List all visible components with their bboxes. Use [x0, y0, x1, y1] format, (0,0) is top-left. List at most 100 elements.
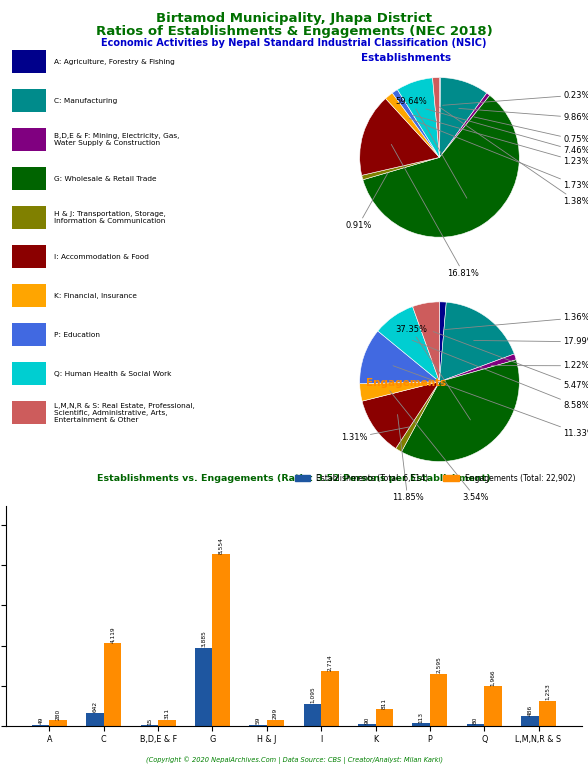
Text: 311: 311 — [164, 708, 169, 719]
Text: 1.38%: 1.38% — [439, 107, 588, 206]
Wedge shape — [439, 78, 440, 157]
Text: 1.23%: 1.23% — [413, 115, 588, 166]
Text: 1.73%: 1.73% — [409, 118, 588, 190]
Text: 0.91%: 0.91% — [345, 173, 388, 230]
Text: 7.46%: 7.46% — [426, 109, 588, 155]
Bar — [539, 700, 556, 726]
Text: Engagements: Engagements — [366, 378, 446, 388]
Wedge shape — [386, 93, 439, 157]
Wedge shape — [363, 95, 519, 237]
Bar — [484, 687, 502, 726]
Text: 90: 90 — [365, 716, 369, 723]
Bar — [521, 716, 539, 726]
Bar — [412, 723, 430, 726]
FancyBboxPatch shape — [12, 245, 46, 269]
FancyBboxPatch shape — [12, 362, 46, 386]
FancyBboxPatch shape — [12, 323, 46, 346]
Text: 9.86%: 9.86% — [459, 108, 588, 122]
Text: 80: 80 — [473, 717, 478, 723]
Title: Establishments vs. Engagements (Ratio: 3.52 Persons per Establishment): Establishments vs. Engagements (Ratio: 3… — [97, 474, 491, 483]
Bar — [32, 725, 49, 726]
Wedge shape — [360, 331, 439, 383]
Text: 37.35%: 37.35% — [396, 326, 470, 420]
Text: 1,095: 1,095 — [310, 687, 315, 703]
Text: 811: 811 — [382, 698, 387, 709]
Text: C: Manufacturing: C: Manufacturing — [54, 98, 118, 104]
FancyBboxPatch shape — [12, 167, 46, 190]
Bar — [49, 720, 67, 726]
Wedge shape — [439, 78, 487, 157]
Text: H & J: Transportation, Storage,
Information & Communication: H & J: Transportation, Storage, Informat… — [54, 211, 166, 224]
Legend: Establishments (Total: 6,514), Engagements (Total: 22,902): Establishments (Total: 6,514), Engagemen… — [292, 471, 579, 485]
FancyBboxPatch shape — [12, 401, 46, 425]
Text: 2,595: 2,595 — [436, 657, 441, 674]
Text: 2,714: 2,714 — [328, 654, 332, 671]
Text: 113: 113 — [419, 712, 424, 723]
Text: 1.36%: 1.36% — [445, 313, 588, 329]
Bar — [267, 720, 284, 726]
Bar — [158, 720, 176, 726]
Text: G: Wholesale & Retail Trade: G: Wholesale & Retail Trade — [54, 176, 157, 182]
Text: Economic Activities by Nepal Standard Industrial Classification (NSIC): Economic Activities by Nepal Standard In… — [101, 38, 487, 48]
Text: A: Agriculture, Forestry & Fishing: A: Agriculture, Forestry & Fishing — [54, 59, 175, 65]
Text: 280: 280 — [56, 709, 61, 720]
Text: 15: 15 — [147, 717, 152, 725]
Wedge shape — [413, 302, 439, 382]
FancyBboxPatch shape — [12, 206, 46, 230]
Bar — [104, 643, 121, 726]
Wedge shape — [439, 93, 490, 157]
FancyBboxPatch shape — [12, 128, 46, 151]
Wedge shape — [439, 302, 446, 382]
Text: 5.47%: 5.47% — [433, 332, 588, 390]
FancyBboxPatch shape — [12, 50, 46, 74]
Text: 11.85%: 11.85% — [392, 415, 423, 502]
Bar — [304, 703, 321, 726]
Text: 486: 486 — [527, 704, 532, 716]
Bar — [467, 724, 484, 726]
Wedge shape — [362, 382, 439, 449]
Wedge shape — [396, 382, 439, 452]
Wedge shape — [439, 354, 516, 382]
Text: 1.22%: 1.22% — [492, 361, 588, 370]
Text: 0.23%: 0.23% — [443, 91, 588, 105]
Text: Ratios of Establishments & Engagements (NEC 2018): Ratios of Establishments & Engagements (… — [96, 25, 492, 38]
Text: B,D,E & F: Mining, Electricity, Gas,
Water Supply & Construction: B,D,E & F: Mining, Electricity, Gas, Wat… — [54, 134, 180, 147]
Bar — [430, 674, 447, 726]
Text: 49: 49 — [38, 717, 44, 724]
Wedge shape — [439, 302, 514, 382]
Wedge shape — [433, 78, 439, 157]
Text: 8,554: 8,554 — [219, 537, 223, 554]
Text: 1.31%: 1.31% — [341, 427, 410, 442]
Text: 59.64%: 59.64% — [396, 97, 467, 198]
Bar — [212, 554, 230, 726]
Wedge shape — [360, 98, 439, 175]
Bar — [86, 713, 104, 726]
Wedge shape — [402, 359, 519, 462]
Text: 3,885: 3,885 — [201, 631, 206, 647]
Wedge shape — [392, 90, 439, 157]
Text: 59: 59 — [256, 717, 260, 724]
Text: P: Education: P: Education — [54, 332, 101, 338]
Text: 0.75%: 0.75% — [474, 117, 588, 144]
Text: I: Accommodation & Food: I: Accommodation & Food — [54, 254, 149, 260]
Bar — [321, 671, 339, 726]
Text: 299: 299 — [273, 708, 278, 720]
Text: 8.58%: 8.58% — [412, 340, 588, 410]
Bar — [249, 724, 267, 726]
Wedge shape — [360, 382, 439, 401]
Text: K: Financial, Insurance: K: Financial, Insurance — [54, 293, 137, 299]
Bar — [358, 724, 376, 726]
Wedge shape — [378, 306, 439, 382]
Text: 4,119: 4,119 — [110, 626, 115, 643]
Text: Establishments: Establishments — [360, 53, 451, 63]
Text: 642: 642 — [92, 701, 98, 713]
Wedge shape — [397, 78, 439, 157]
Text: L,M,N,R & S: Real Estate, Professional,
Scientific, Administrative, Arts,
Entert: L,M,N,R & S: Real Estate, Professional, … — [54, 403, 195, 423]
Text: 1,966: 1,966 — [490, 670, 496, 686]
Bar — [376, 710, 393, 726]
Text: 16.81%: 16.81% — [391, 144, 479, 278]
Text: (Copyright © 2020 NepalArchives.Com | Data Source: CBS | Creator/Analyst: Milan : (Copyright © 2020 NepalArchives.Com | Da… — [145, 756, 443, 764]
Wedge shape — [362, 157, 439, 180]
Text: Birtamod Municipality, Jhapa District: Birtamod Municipality, Jhapa District — [156, 12, 432, 25]
Bar — [195, 648, 212, 726]
